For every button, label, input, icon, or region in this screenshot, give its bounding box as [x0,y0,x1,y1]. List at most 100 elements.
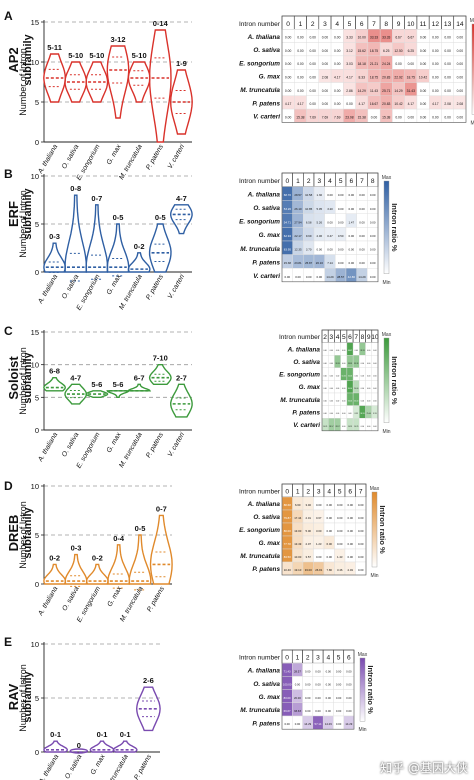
heatmap-cell-value: 0.00 [367,401,370,403]
heatmap-cell [321,405,329,419]
panel-letter: E [4,635,12,649]
heatmap-row-label: M. truncatula [240,246,280,253]
heatmap-cell [328,367,335,381]
heatmap-cell [365,380,372,394]
heatmap-cell-value: 0.00 [342,388,345,390]
heatmap-cell-value: 6.58 [306,220,312,224]
heatmap-cell-value: 0.00 [358,555,364,559]
y-axis-label: Number of Intron [18,501,28,569]
range-label: 5-10 [89,51,104,60]
heatmap-cell-value: 68.70 [284,193,292,197]
heatmap-cell-value: 33.33 [335,363,339,365]
heatmap-cell-value: 0.00 [370,220,376,224]
heatmap-cell-value: 0.00 [285,62,292,66]
heatmap-row-label: V. carteri [293,422,320,429]
violin-shape [64,194,88,273]
heatmap-cell-value: 0.00 [457,49,464,53]
y-tick-label: 5 [35,98,39,107]
range-label: 4-7 [176,194,187,203]
heatmap-border [281,172,379,283]
heatmap-border [281,483,367,576]
heatmap-cell-value: 9.69 [306,234,312,238]
x-tick-label: A. thaliana [37,585,60,617]
heatmap-cell-value: 83.95 [284,248,292,252]
heatmap-cell [346,405,354,419]
heatmap-cell-value: 10.58 [305,193,313,197]
heatmap-cell-value: 28.57 [337,275,345,279]
heatmap-cell-value: 0.00 [432,36,439,40]
heatmap-row-label: M. truncatula [240,87,280,94]
heatmap-cell-value: 3.57 [305,555,311,559]
heatmap-cell-value: 0.00 [373,350,376,352]
range-label: 5-11 [47,43,62,52]
heatmap-cell-value: 0.00 [395,62,402,66]
heatmap-cell-value: 0.00 [295,683,301,687]
heatmap-cell-value: 80.00 [284,696,291,700]
heatmap-column-label: 8 [371,178,375,185]
heatmap-cell-value: 0.00 [315,696,321,700]
heatmap-cell-value: 4.17 [334,76,341,80]
range-label: 0-2 [134,242,145,251]
violin-shape [89,740,115,753]
heatmap-cell-value: 0.00 [444,76,451,80]
heatmap-column-label: 0 [285,489,289,496]
heatmap-cell-value: 31.43 [407,89,415,93]
x-tick-label: G. max [106,431,123,454]
heatmap-cell-value: 0.50 [338,234,344,238]
violin-shape [148,29,172,143]
heatmap-cell-value: 50.00 [342,375,346,377]
heatmap-cell-value: 0.00 [327,193,333,197]
heatmap-cell-value: 0.00 [305,696,311,700]
heatmap-cell-value: 0.00 [370,248,376,252]
heatmap-cell-value: 18.75 [407,76,415,80]
heatmap-cell-value: 0.00 [373,375,376,377]
heatmap-cell-value: 27.94 [294,220,302,224]
heatmap-cell-value: 0.00 [342,363,345,365]
heatmap-cell-value: 0.00 [330,363,333,365]
heatmap-cell-value: 0.00 [432,49,439,53]
heatmap-column-label: 0 [285,655,289,662]
heatmap-cell-value: 0.00 [297,62,304,66]
heatmap-cell-value: 20.83 [382,76,390,80]
heatmap-cell-value: 0.00 [309,49,316,53]
heatmap-cell-value: 0.00 [370,193,376,197]
heatmap-cell-value: 14.29 [358,89,366,93]
heatmap-cell [334,405,341,419]
violin-shape [169,383,193,418]
heatmap-column-label: 3 [323,21,327,28]
heatmap-cell-value: 0.00 [323,401,326,403]
heatmap-cell [359,380,366,394]
heatmap-column-label: 1 [296,655,300,662]
heatmap-cell [321,392,329,406]
heatmap-cell [346,392,354,406]
x-tick-label: M. truncatula [119,585,145,623]
heatmap-cell [359,392,366,406]
heatmap-cell-value: 20.83 [382,102,390,106]
heatmap-cell-value: 0.00 [323,350,326,352]
heatmap-border [281,649,355,730]
range-label: 1-9 [176,59,187,68]
heatmap-column-label: 3 [329,334,333,341]
heatmap-cell-value: 0.00 [355,375,358,377]
heatmap-cell-value: 0.00 [457,89,464,93]
heatmap-cell-value: 0.00 [346,709,352,713]
x-tick-label: O. sativa [61,585,81,612]
heatmap-cell-value: 1.30 [317,193,323,197]
heatmap-cell-value: 0.00 [336,375,339,377]
heatmap-row-label: G. max [259,232,281,239]
heatmap-cell [321,355,329,369]
x-tick-label: M. truncatula [118,273,144,311]
heatmap-cell-value: 25.00 [367,413,371,415]
heatmap-cell [346,342,354,356]
heatmap-cell-value: 33.33 [370,36,378,40]
legend-colorbar [383,337,390,424]
heatmap-cell-value: 0.00 [337,529,343,533]
heatmap-cell-value: 28.57 [335,426,339,428]
heatmap-cell-value: 0.00 [326,529,332,533]
heatmap-cell-value: 53.26 [284,207,292,211]
heatmap-row-label: O. sativa [253,681,280,688]
heatmap-cell [371,355,379,369]
panel-letter: C [4,324,13,338]
heatmap-cell-value: 0.00 [408,62,415,66]
range-label: 0-7 [156,504,167,513]
